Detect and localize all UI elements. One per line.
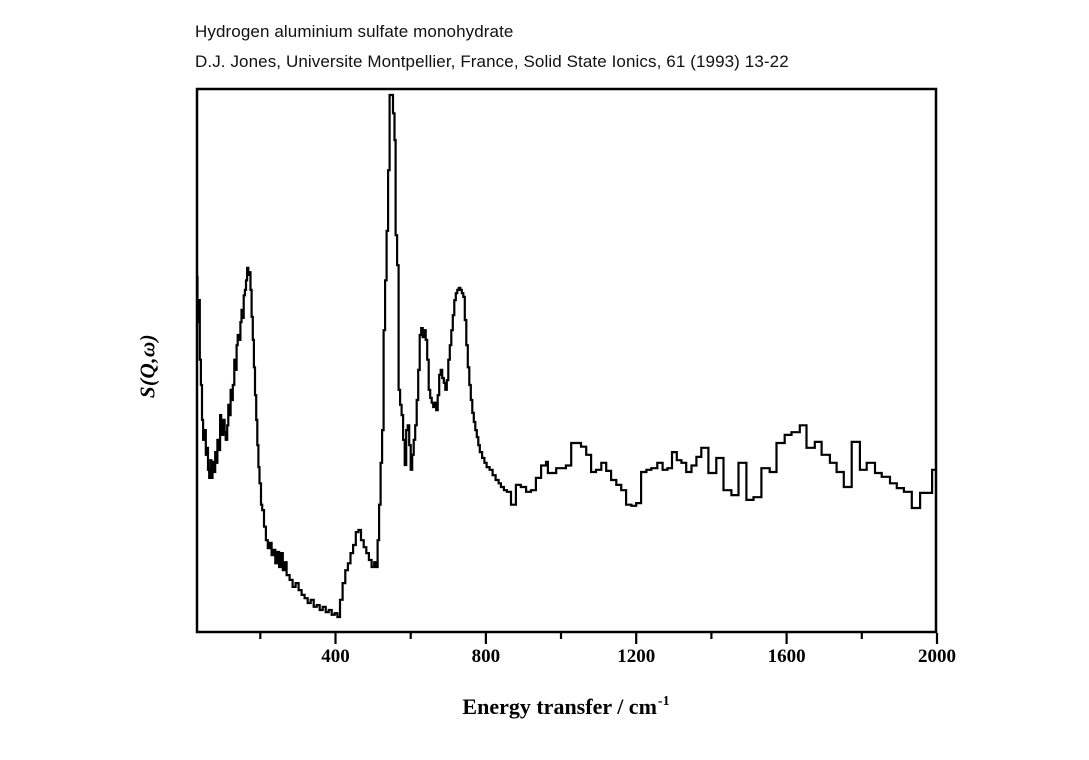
x-tick-label-1600: 1600: [767, 646, 806, 667]
y-axis-title: S(Q,ω): [135, 333, 160, 399]
x-tick-label-1200: 1200: [617, 646, 656, 667]
spectrum-curve: [196, 93, 937, 619]
x-tick-label-400: 400: [321, 646, 350, 667]
x-tick-label-800: 800: [471, 646, 501, 667]
x-axis-title-base: Energy transfer / cm: [462, 694, 657, 719]
x-tick-label-2000: 2000: [918, 646, 956, 667]
plot-frame: [195, 87, 938, 634]
figure-citation: D.J. Jones, Universite Montpellier, Fran…: [195, 52, 789, 71]
x-axis-ticks: [259, 633, 939, 644]
x-axis-title-exponent: -1: [657, 694, 670, 709]
x-axis-title: Energy transfer / cm-1: [462, 694, 669, 720]
figure-title: Hydrogen aluminium sulfate monohydrate: [195, 22, 514, 41]
